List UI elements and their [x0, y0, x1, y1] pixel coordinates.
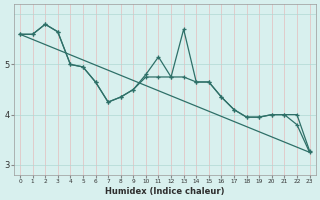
X-axis label: Humidex (Indice chaleur): Humidex (Indice chaleur)	[105, 187, 225, 196]
